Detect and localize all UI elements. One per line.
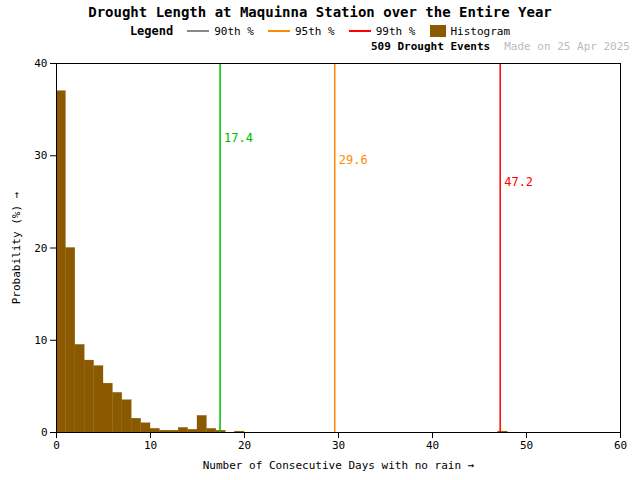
html-text:509 Drought Events: 509 Drought Events	[370, 40, 491, 53]
svg-text:50: 50	[520, 439, 533, 452]
svg-text:20: 20	[34, 242, 47, 255]
svg-text:0: 0	[41, 426, 48, 439]
svg-text:10: 10	[144, 439, 157, 452]
svg-text:20: 20	[238, 439, 251, 452]
html-text:95th %: 95th %	[295, 24, 335, 38]
html-text:99th %: 99th %	[375, 24, 416, 38]
html-text:Made on 25 Apr 2025: Made on 25 Apr 2025	[504, 40, 630, 53]
svg-text:29.6: 29.6	[339, 153, 368, 167]
svg-text:Probability (%) →: Probability (%) →	[10, 191, 23, 304]
svg-text:17.4: 17.4	[224, 131, 253, 145]
svg-text:0: 0	[53, 439, 60, 452]
html-text:Drought Length at Maquinna Sta: Drought Length at Maquinna Station over …	[88, 4, 552, 20]
svg-text:47.2: 47.2	[504, 175, 533, 189]
html-text:Histogram: Histogram	[450, 24, 511, 38]
svg-text:30: 30	[34, 149, 47, 162]
svg-text:30: 30	[332, 439, 345, 452]
svg-text:40: 40	[34, 57, 47, 70]
html-text:Legend: Legend	[129, 24, 174, 38]
svg-text:40: 40	[426, 439, 439, 452]
svg-text:10: 10	[34, 334, 47, 347]
svg-text:Number of Consecutive Days wit: Number of Consecutive Days with no rain …	[203, 459, 475, 472]
svg-text:60: 60	[614, 439, 627, 452]
html-text:90th %: 90th %	[214, 24, 254, 38]
